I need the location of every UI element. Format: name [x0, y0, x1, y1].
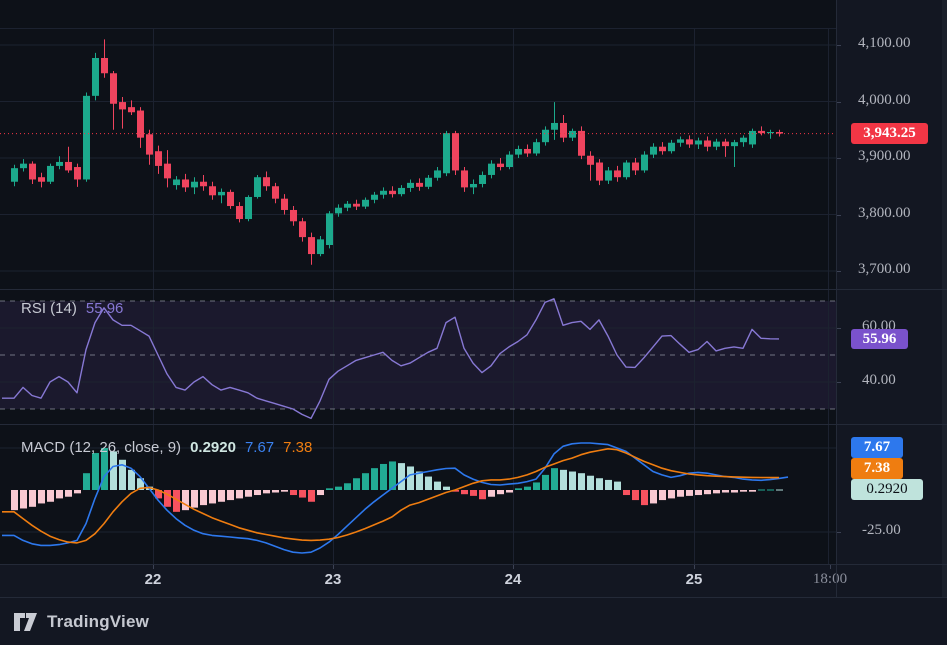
axis-tick: [836, 101, 841, 103]
axis-label: 3,900.00: [858, 148, 911, 164]
time-label: 23: [324, 571, 342, 588]
time-tick: [153, 565, 154, 569]
panel-separator: [0, 597, 947, 598]
macd-title-label[interactable]: MACD (12, 26, close, 9): [21, 439, 182, 456]
time-label: 18:00: [812, 571, 848, 587]
time-label: 24: [504, 571, 522, 588]
last-price-badge: 3,943.25: [851, 123, 928, 144]
rsi-value-badge: 55.96: [851, 329, 908, 349]
axis-tick: [836, 214, 841, 216]
time-tick: [830, 565, 831, 569]
axis-label: 3,700.00: [858, 261, 911, 277]
hist-value-text: 0.2920: [190, 439, 236, 456]
axis-tick: [836, 328, 841, 329]
macd-indicator-title[interactable]: MACD (12, 26, close, 9) 0.2920 7.67 7.38: [21, 439, 312, 456]
tradingview-watermark[interactable]: TradingView: [13, 604, 149, 640]
panel-separator[interactable]: [0, 424, 947, 425]
axis-tick: [836, 532, 841, 533]
panel-separator: [0, 564, 947, 565]
panel-separator[interactable]: [0, 289, 947, 290]
price-axis[interactable]: 3,943.25 55.96 7.67 7.38 0.2920 4,100.00…: [836, 0, 947, 598]
rsi-indicator-title[interactable]: RSI (14) 55.96: [21, 300, 123, 317]
time-axis[interactable]: 22 23 24 25 18:00: [0, 565, 847, 598]
macd-value-badge: 7.67: [851, 437, 903, 458]
axis-border: [836, 0, 837, 598]
axis-tick: [836, 45, 841, 46]
axis-edge-strip: [942, 0, 947, 598]
axis-label: 4,100.00: [858, 35, 911, 51]
macd-badge-label: 7.67: [863, 439, 891, 455]
signal-badge-label: 7.38: [863, 460, 891, 476]
axis-tick: [836, 158, 841, 159]
axis-label: 3,800.00: [858, 204, 911, 221]
chart-plot[interactable]: [0, 0, 836, 598]
time-tick: [694, 565, 695, 569]
rsi-value-text: 55.96: [85, 300, 124, 317]
axis-label: 4,000.00: [858, 91, 911, 108]
rsi-title-label[interactable]: RSI (14): [21, 300, 77, 317]
axis-label: 40.00: [862, 372, 896, 388]
watermark-text: TradingView: [47, 612, 150, 631]
time-tick: [513, 565, 514, 569]
last-price-label: 3,943.25: [863, 125, 916, 141]
macd-value-text: 7.67: [244, 439, 275, 456]
hist-badge-label: 0.2920: [866, 481, 908, 497]
signal-value-text: 7.38: [283, 439, 313, 456]
time-label: 25: [685, 571, 703, 588]
time-tick: [333, 565, 334, 569]
axis-tick: [836, 271, 841, 272]
tradingview-logo-icon: [14, 613, 37, 631]
axis-label: -25.00: [862, 522, 901, 538]
axis-tick: [836, 382, 841, 383]
rsi-badge-label: 55.96: [862, 330, 897, 347]
hist-value-badge: 0.2920: [851, 479, 923, 500]
signal-value-badge: 7.38: [851, 458, 903, 479]
time-label: 22: [144, 571, 162, 588]
